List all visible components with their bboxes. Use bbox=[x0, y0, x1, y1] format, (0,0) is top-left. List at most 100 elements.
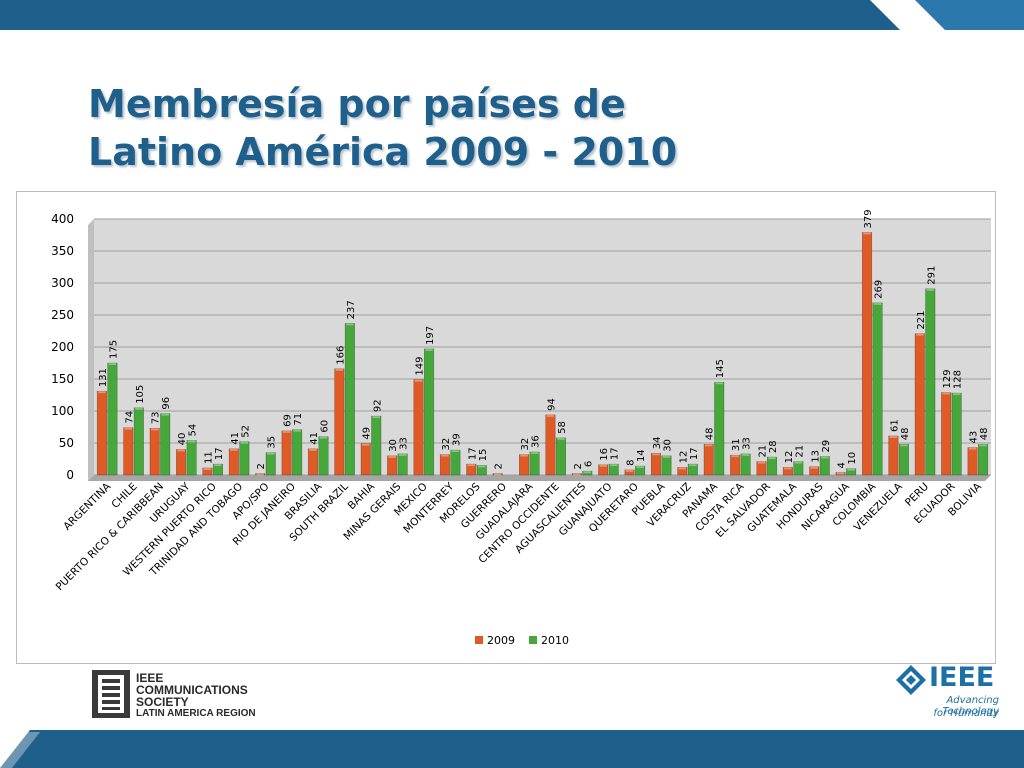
data-label-2009: 73 bbox=[151, 412, 162, 425]
slide-title: Membresía por países de Latino América 2… bbox=[88, 80, 888, 176]
data-label-2010: 237 bbox=[346, 300, 357, 319]
bar-highlight-2009 bbox=[362, 443, 370, 446]
bar-2010 bbox=[265, 452, 276, 476]
bar-2010 bbox=[318, 436, 329, 476]
bar-highlight-2009 bbox=[678, 467, 687, 470]
slide-title-line-2: Latino América 2009 - 2010 bbox=[88, 130, 678, 174]
data-label-2010: 14 bbox=[636, 449, 647, 462]
bar-2010 bbox=[529, 451, 540, 476]
bar-highlight-2010 bbox=[636, 466, 644, 469]
ieee-logo: IEEE Advancing Technology for Humanity bbox=[895, 662, 1015, 722]
bar-2009 bbox=[703, 443, 714, 476]
bar-2009 bbox=[730, 454, 741, 476]
bar-highlight-2010 bbox=[662, 455, 671, 458]
bar-highlight-2010 bbox=[425, 348, 433, 351]
y-tick-label: 150 bbox=[51, 372, 74, 386]
bar-2010 bbox=[344, 323, 355, 476]
bar-2009 bbox=[466, 463, 477, 476]
bar-2010 bbox=[635, 465, 646, 476]
bar-highlight-2009 bbox=[836, 472, 845, 475]
data-label-2009: 131 bbox=[98, 368, 109, 387]
bar-2010 bbox=[555, 437, 566, 476]
bar-2010 bbox=[846, 468, 857, 476]
data-label-2010: 28 bbox=[768, 440, 779, 453]
bar-highlight-2009 bbox=[599, 464, 607, 467]
bar-highlight-2010 bbox=[266, 452, 275, 455]
data-label-2010: 36 bbox=[531, 435, 542, 448]
bar-2010 bbox=[766, 456, 778, 476]
data-label-2010: 48 bbox=[900, 428, 911, 441]
bar-highlight-2010 bbox=[478, 465, 486, 468]
bar-2010 bbox=[212, 463, 224, 476]
bar-highlight-2010 bbox=[715, 382, 723, 385]
data-label-2010: 269 bbox=[874, 280, 885, 299]
bottom-decoration-bar bbox=[0, 730, 1024, 768]
bar-2009 bbox=[967, 447, 978, 476]
bar-highlight-2009 bbox=[546, 414, 555, 417]
data-label-2009: 379 bbox=[863, 209, 874, 228]
bar-highlight-2009 bbox=[863, 232, 871, 235]
bar-2009 bbox=[519, 454, 530, 476]
bar-2010 bbox=[133, 407, 144, 476]
data-label-2010: 48 bbox=[979, 428, 990, 441]
bar-2010 bbox=[186, 440, 197, 476]
bar-highlight-2009 bbox=[388, 455, 396, 458]
data-label-2010: 58 bbox=[557, 421, 568, 434]
bar-2010 bbox=[793, 461, 804, 476]
data-label-2010: 15 bbox=[478, 449, 489, 462]
bar-highlight-2009 bbox=[203, 467, 212, 470]
bar-highlight-2010 bbox=[135, 407, 143, 410]
bar-2010 bbox=[371, 415, 382, 476]
chart-frame: 0 50 100 150 200 250 300 350 400 131 74 73 40 11 41 2 69… bbox=[16, 191, 996, 664]
data-label-2010: 17 bbox=[214, 447, 225, 460]
data-label-2009: 2 bbox=[256, 463, 267, 469]
bar-2009 bbox=[888, 435, 899, 476]
data-label-2009: 221 bbox=[916, 310, 927, 329]
bar-highlight-2010 bbox=[240, 441, 249, 444]
data-label-2010: 128 bbox=[953, 370, 964, 389]
bar-2010 bbox=[925, 288, 936, 476]
bar-highlight-2009 bbox=[757, 461, 766, 464]
bar-2009 bbox=[624, 469, 635, 476]
bar-2009 bbox=[149, 427, 160, 476]
bar-2009 bbox=[228, 448, 239, 476]
data-label-2009: 8 bbox=[626, 460, 637, 466]
bar-highlight-2010 bbox=[847, 468, 855, 471]
bar-highlight-2010 bbox=[689, 464, 697, 467]
data-label-2009: 16 bbox=[599, 448, 610, 461]
bar-highlight-2010 bbox=[530, 451, 539, 454]
bar-2009 bbox=[914, 333, 925, 476]
bar-highlight-2010 bbox=[372, 416, 381, 419]
bar-highlight-2009 bbox=[309, 448, 317, 451]
data-label-2009: 40 bbox=[177, 433, 188, 446]
bar-highlight-2010 bbox=[108, 363, 117, 365]
bar-2009 bbox=[571, 473, 582, 476]
data-label-2010: 21 bbox=[794, 445, 805, 458]
bar-highlight-2009 bbox=[889, 435, 898, 438]
bar-2010 bbox=[898, 443, 909, 476]
bar-highlight-2009 bbox=[704, 444, 713, 447]
bar-2009 bbox=[439, 454, 450, 476]
bar-2009 bbox=[202, 467, 213, 476]
bar-highlight-2010 bbox=[293, 429, 301, 432]
data-label-2010: 175 bbox=[108, 340, 119, 359]
data-label-2009: 21 bbox=[758, 445, 769, 458]
comsoc-logo: IEEE COMMUNICATIONS SOCIETY LATIN AMERIC… bbox=[92, 670, 272, 720]
bar-highlight-2009 bbox=[916, 333, 924, 336]
bar-2009 bbox=[334, 368, 345, 476]
data-label-2009: 48 bbox=[705, 428, 716, 441]
comsoc-logo-text: IEEE COMMUNICATIONS SOCIETY LATIN AMERIC… bbox=[136, 672, 256, 720]
data-label-2009: 32 bbox=[441, 438, 452, 451]
data-label-2009: 74 bbox=[124, 411, 135, 424]
legend-swatch-2010 bbox=[529, 636, 537, 644]
bar-2009 bbox=[413, 379, 424, 476]
ieee-tagline-line-1: Advancing Technology bbox=[942, 695, 999, 717]
bar-2009 bbox=[598, 464, 609, 476]
data-label-2010: 60 bbox=[320, 420, 331, 433]
bar-2010 bbox=[687, 463, 698, 476]
plot-side-wall bbox=[88, 219, 94, 481]
bar-highlight-2010 bbox=[900, 444, 908, 447]
bar-highlight-2009 bbox=[625, 469, 634, 472]
data-label-2009: 41 bbox=[309, 432, 320, 445]
bar-highlight-2009 bbox=[98, 391, 106, 394]
